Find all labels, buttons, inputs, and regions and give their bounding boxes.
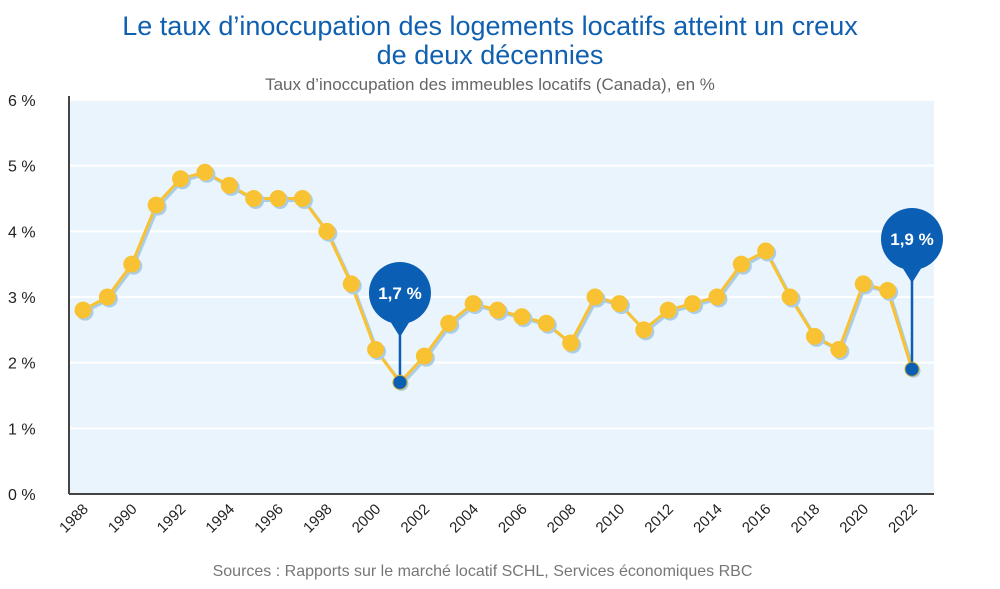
callout-pointer — [389, 321, 410, 337]
data-point — [464, 295, 482, 313]
chart-subtitle: Taux d’inoccupation des immeubles locati… — [265, 75, 715, 94]
data-point — [659, 301, 677, 319]
x-tick-label: 2000 — [349, 501, 385, 537]
data-point — [537, 314, 555, 332]
data-point — [805, 327, 823, 345]
callout-label: 1,9 % — [890, 230, 933, 249]
x-tick-label: 2006 — [495, 501, 531, 537]
y-tick-label: 2 % — [8, 356, 36, 373]
data-point — [635, 321, 653, 339]
data-point — [489, 301, 506, 319]
callout-label: 1,7 % — [378, 284, 421, 303]
x-tick-label: 2014 — [690, 501, 726, 537]
data-point — [74, 301, 92, 319]
callout-bubble — [368, 262, 431, 324]
x-tick-label: 2016 — [739, 501, 775, 537]
callout-bubble — [881, 208, 943, 270]
data-point — [562, 334, 580, 352]
data-point — [98, 288, 116, 306]
data-point — [172, 170, 190, 188]
data-point — [586, 288, 604, 306]
callout: 1,9 % — [881, 208, 943, 378]
y-axis-ticks: 0 % 1 % 2 % 3 % 4 % 5 % 6 % — [8, 93, 36, 504]
data-point — [318, 222, 336, 240]
data-point — [269, 190, 287, 207]
data-point — [147, 196, 165, 214]
x-tick-label: 1998 — [300, 501, 336, 537]
data-point — [440, 314, 458, 332]
data-point — [123, 255, 141, 273]
x-tick-label: 2012 — [641, 501, 677, 537]
data-point — [610, 295, 628, 313]
x-axis-ticks: 1988 1990 1992 1994 1996 1998 2000 2002 2004 2006… — [56, 501, 921, 537]
x-tick-label: 2022 — [885, 501, 921, 537]
data-point — [732, 255, 750, 273]
callout-pointer — [902, 267, 922, 283]
data-point — [245, 190, 263, 207]
x-tick-label: 2008 — [544, 501, 580, 537]
data-point — [220, 176, 238, 194]
callouts: 1,7 % 1,9 % — [368, 208, 943, 391]
y-tick-label: 1 % — [8, 421, 36, 438]
data-point — [196, 163, 214, 181]
data-point — [684, 295, 702, 313]
data-point — [879, 281, 897, 299]
x-tick-label: 1996 — [251, 501, 287, 537]
x-tick-label: 2018 — [788, 501, 824, 537]
data-point — [342, 275, 360, 293]
series-vacancy-rate — [74, 163, 916, 387]
chart-source: Sources : Rapports sur le marché locatif… — [212, 563, 753, 580]
x-tick-label: 2020 — [836, 501, 872, 537]
data-point — [854, 275, 872, 293]
x-tick-label: 2004 — [446, 501, 482, 537]
data-point — [757, 242, 775, 260]
data-point — [781, 288, 799, 306]
data-point — [513, 308, 531, 326]
x-tick-label: 1992 — [154, 501, 190, 537]
chart-title: Le taux d’inoccupation des logements loc… — [0, 12, 980, 70]
y-tick-label: 4 % — [8, 224, 36, 241]
data-point — [367, 341, 385, 359]
y-tick-label: 6 % — [8, 93, 36, 110]
callout: 1,7 % — [368, 262, 431, 391]
y-tick-label: 3 % — [8, 290, 36, 307]
highlight-point — [904, 361, 920, 377]
x-tick-label: 1988 — [56, 501, 92, 537]
data-point — [415, 347, 433, 365]
x-tick-label: 1990 — [105, 501, 141, 537]
chart-title-line2: de deux décennies — [376, 40, 604, 70]
highlight-point — [392, 374, 408, 390]
chart-title-line1: Le taux d’inoccupation des logements loc… — [122, 11, 858, 41]
data-point — [830, 341, 848, 359]
y-tick-label: 0 % — [8, 487, 36, 504]
data-point — [708, 288, 726, 306]
x-tick-label: 2002 — [398, 501, 434, 537]
data-point — [293, 190, 311, 207]
x-tick-label: 2010 — [593, 501, 629, 537]
y-tick-label: 5 % — [8, 159, 36, 176]
x-tick-label: 1994 — [203, 501, 239, 537]
